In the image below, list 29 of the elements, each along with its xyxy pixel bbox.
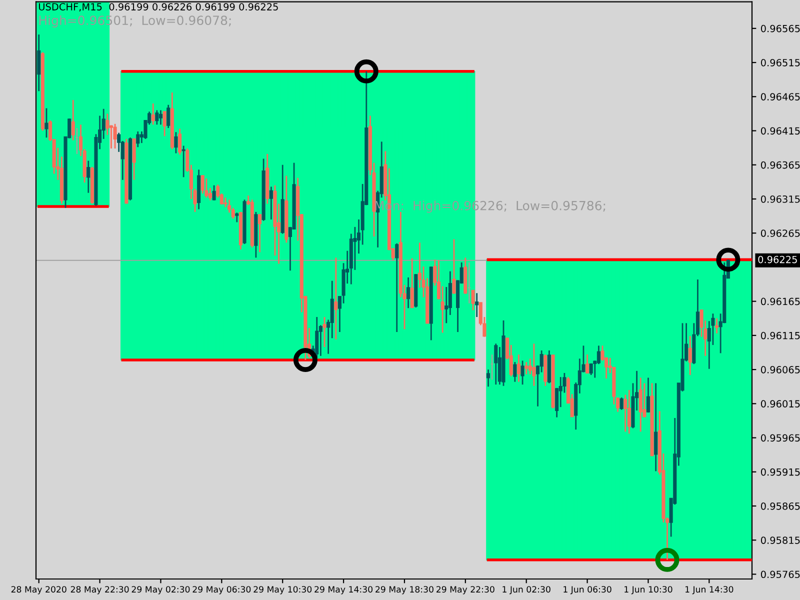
y-tick-label: 0.96415: [760, 127, 800, 135]
x-tick-label: 1 Jun 14:30: [685, 586, 734, 594]
x-tick-label: 29 May 02:30: [132, 586, 190, 594]
x-tick-label: 29 May 06:30: [192, 586, 251, 594]
y-tick-label: 0.96465: [760, 93, 800, 100]
y-tick-label: 0.96115: [760, 332, 800, 340]
x-tick-label: 29 May 10:30: [254, 586, 312, 594]
y-tick-label: 0.96315: [760, 195, 800, 203]
x-tick-label: 28 May 22:30: [70, 586, 129, 594]
x-tick-label: 29 May 22:30: [436, 586, 494, 594]
y-tick-label: 0.96365: [760, 161, 800, 169]
x-tick-label: 28 May 2020: [11, 586, 66, 594]
y-tick-label: 0.95765: [760, 570, 800, 578]
y-tick-label: 0.96165: [760, 298, 800, 306]
y-tick-label: 0.96515: [760, 59, 800, 66]
y-tick-label: 0.96065: [760, 366, 800, 374]
x-tick-label: 1 Jun 10:30: [624, 586, 672, 594]
y-tick-label: 0.95965: [760, 434, 800, 442]
x-tick-label: 1 Jun 06:30: [564, 586, 612, 594]
y-tick-label: 0.95815: [760, 536, 800, 544]
x-tick-label: 29 May 18:30: [376, 586, 434, 594]
y-tick-label: 0.95915: [760, 468, 800, 476]
y-tick-label: 0.96265: [760, 230, 800, 237]
y-tick-label: 0.95865: [760, 502, 800, 510]
x-tick-label: 1 Jun 02:30: [502, 586, 550, 594]
x-tick-label: 29 May 14:30: [314, 586, 372, 594]
ref-line-label: 0.96225: [758, 256, 797, 264]
y-tick-label: 0.96015: [760, 400, 800, 408]
y-tick-label: 0.96565: [760, 24, 800, 32]
